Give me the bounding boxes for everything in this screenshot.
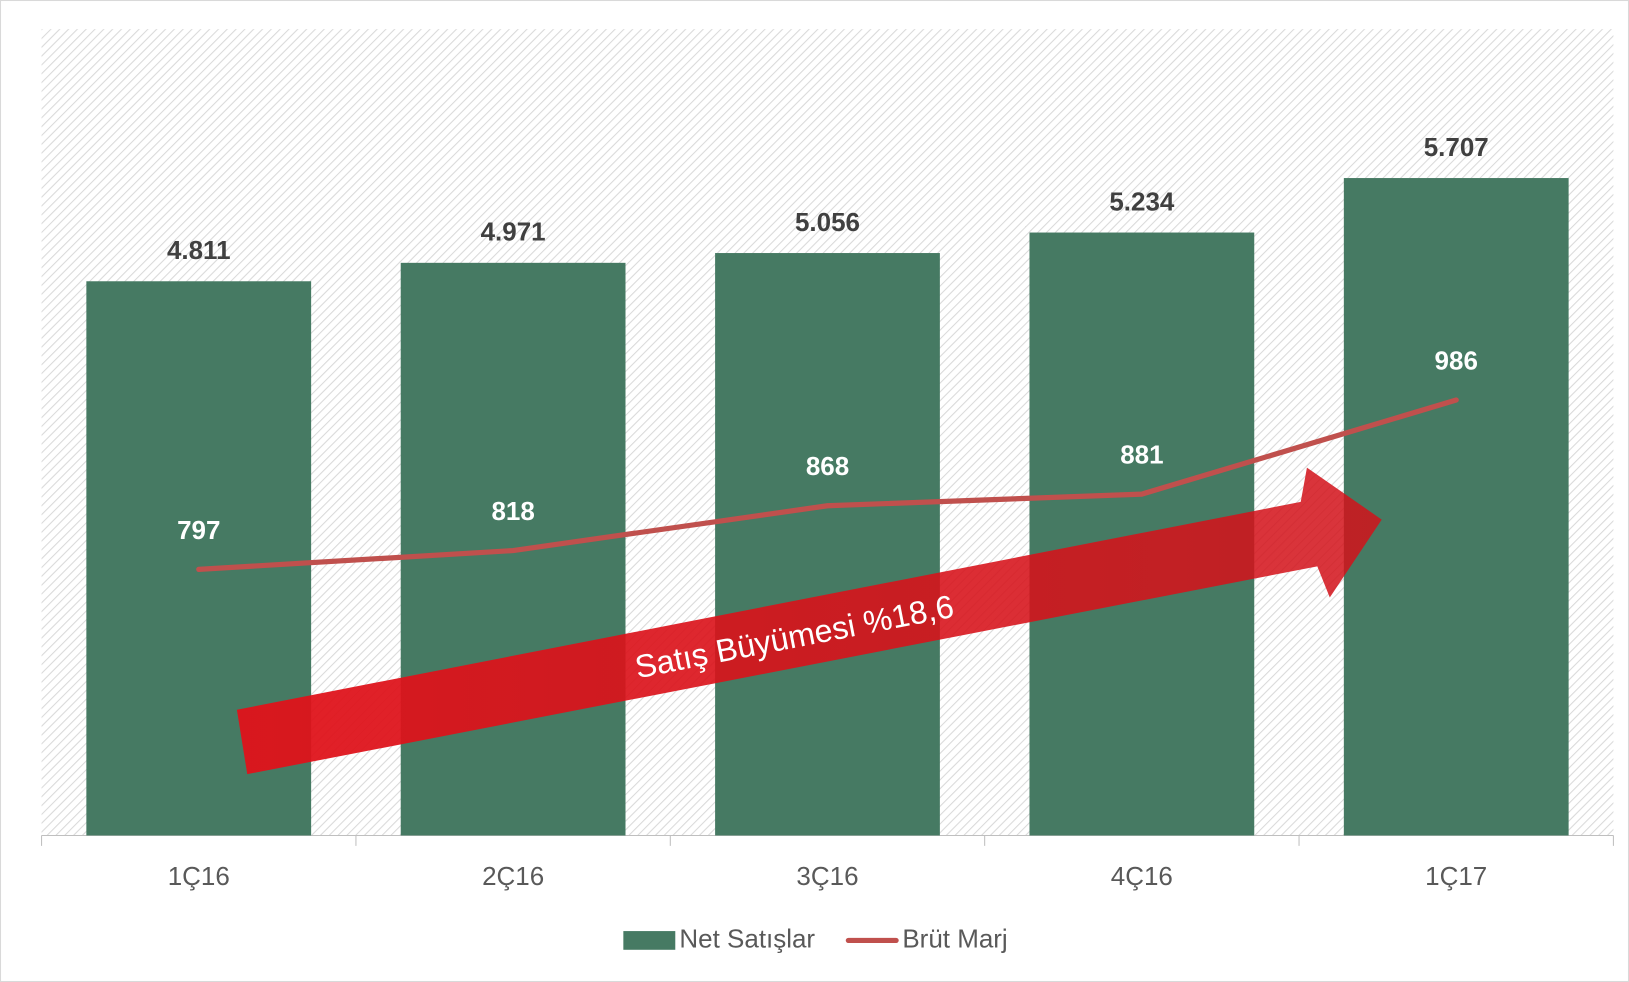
arrow-shape	[236, 467, 1382, 775]
x-tick-label: 3Ç16	[796, 861, 858, 891]
bar-value-label: 5.056	[795, 207, 860, 237]
labels: 1Ç16 2Ç16 3Ç16 4Ç16 1Ç17 4.811 4.971 5.056 5.234…	[167, 132, 1489, 953]
bar-value-label: 5.707	[1424, 132, 1489, 162]
legend-swatch	[623, 931, 676, 950]
line	[196, 397, 1459, 572]
bar-value-label: 4.971	[481, 217, 546, 247]
bar-value-label: 5.234	[1109, 186, 1175, 216]
line-value-label: 818	[491, 496, 534, 526]
bar	[1343, 178, 1569, 836]
x-tick-label: 1Ç17	[1425, 861, 1487, 891]
legend-label: Brüt Marj	[902, 923, 1007, 953]
bar-value-label: 4.811	[167, 235, 231, 265]
line-value-label: 868	[806, 451, 849, 481]
x-tick-label: 1Ç16	[168, 861, 230, 891]
x-tick-label: 2Ç16	[482, 861, 544, 891]
x-tick-label: 4Ç16	[1111, 861, 1173, 891]
line-value-label: 881	[1120, 440, 1163, 470]
bar	[715, 253, 940, 836]
line-value-label: 986	[1435, 345, 1478, 375]
marks	[41, 178, 1614, 846]
line-value-label: 797	[177, 515, 220, 545]
legend-label: Net Satışlar	[679, 923, 815, 953]
